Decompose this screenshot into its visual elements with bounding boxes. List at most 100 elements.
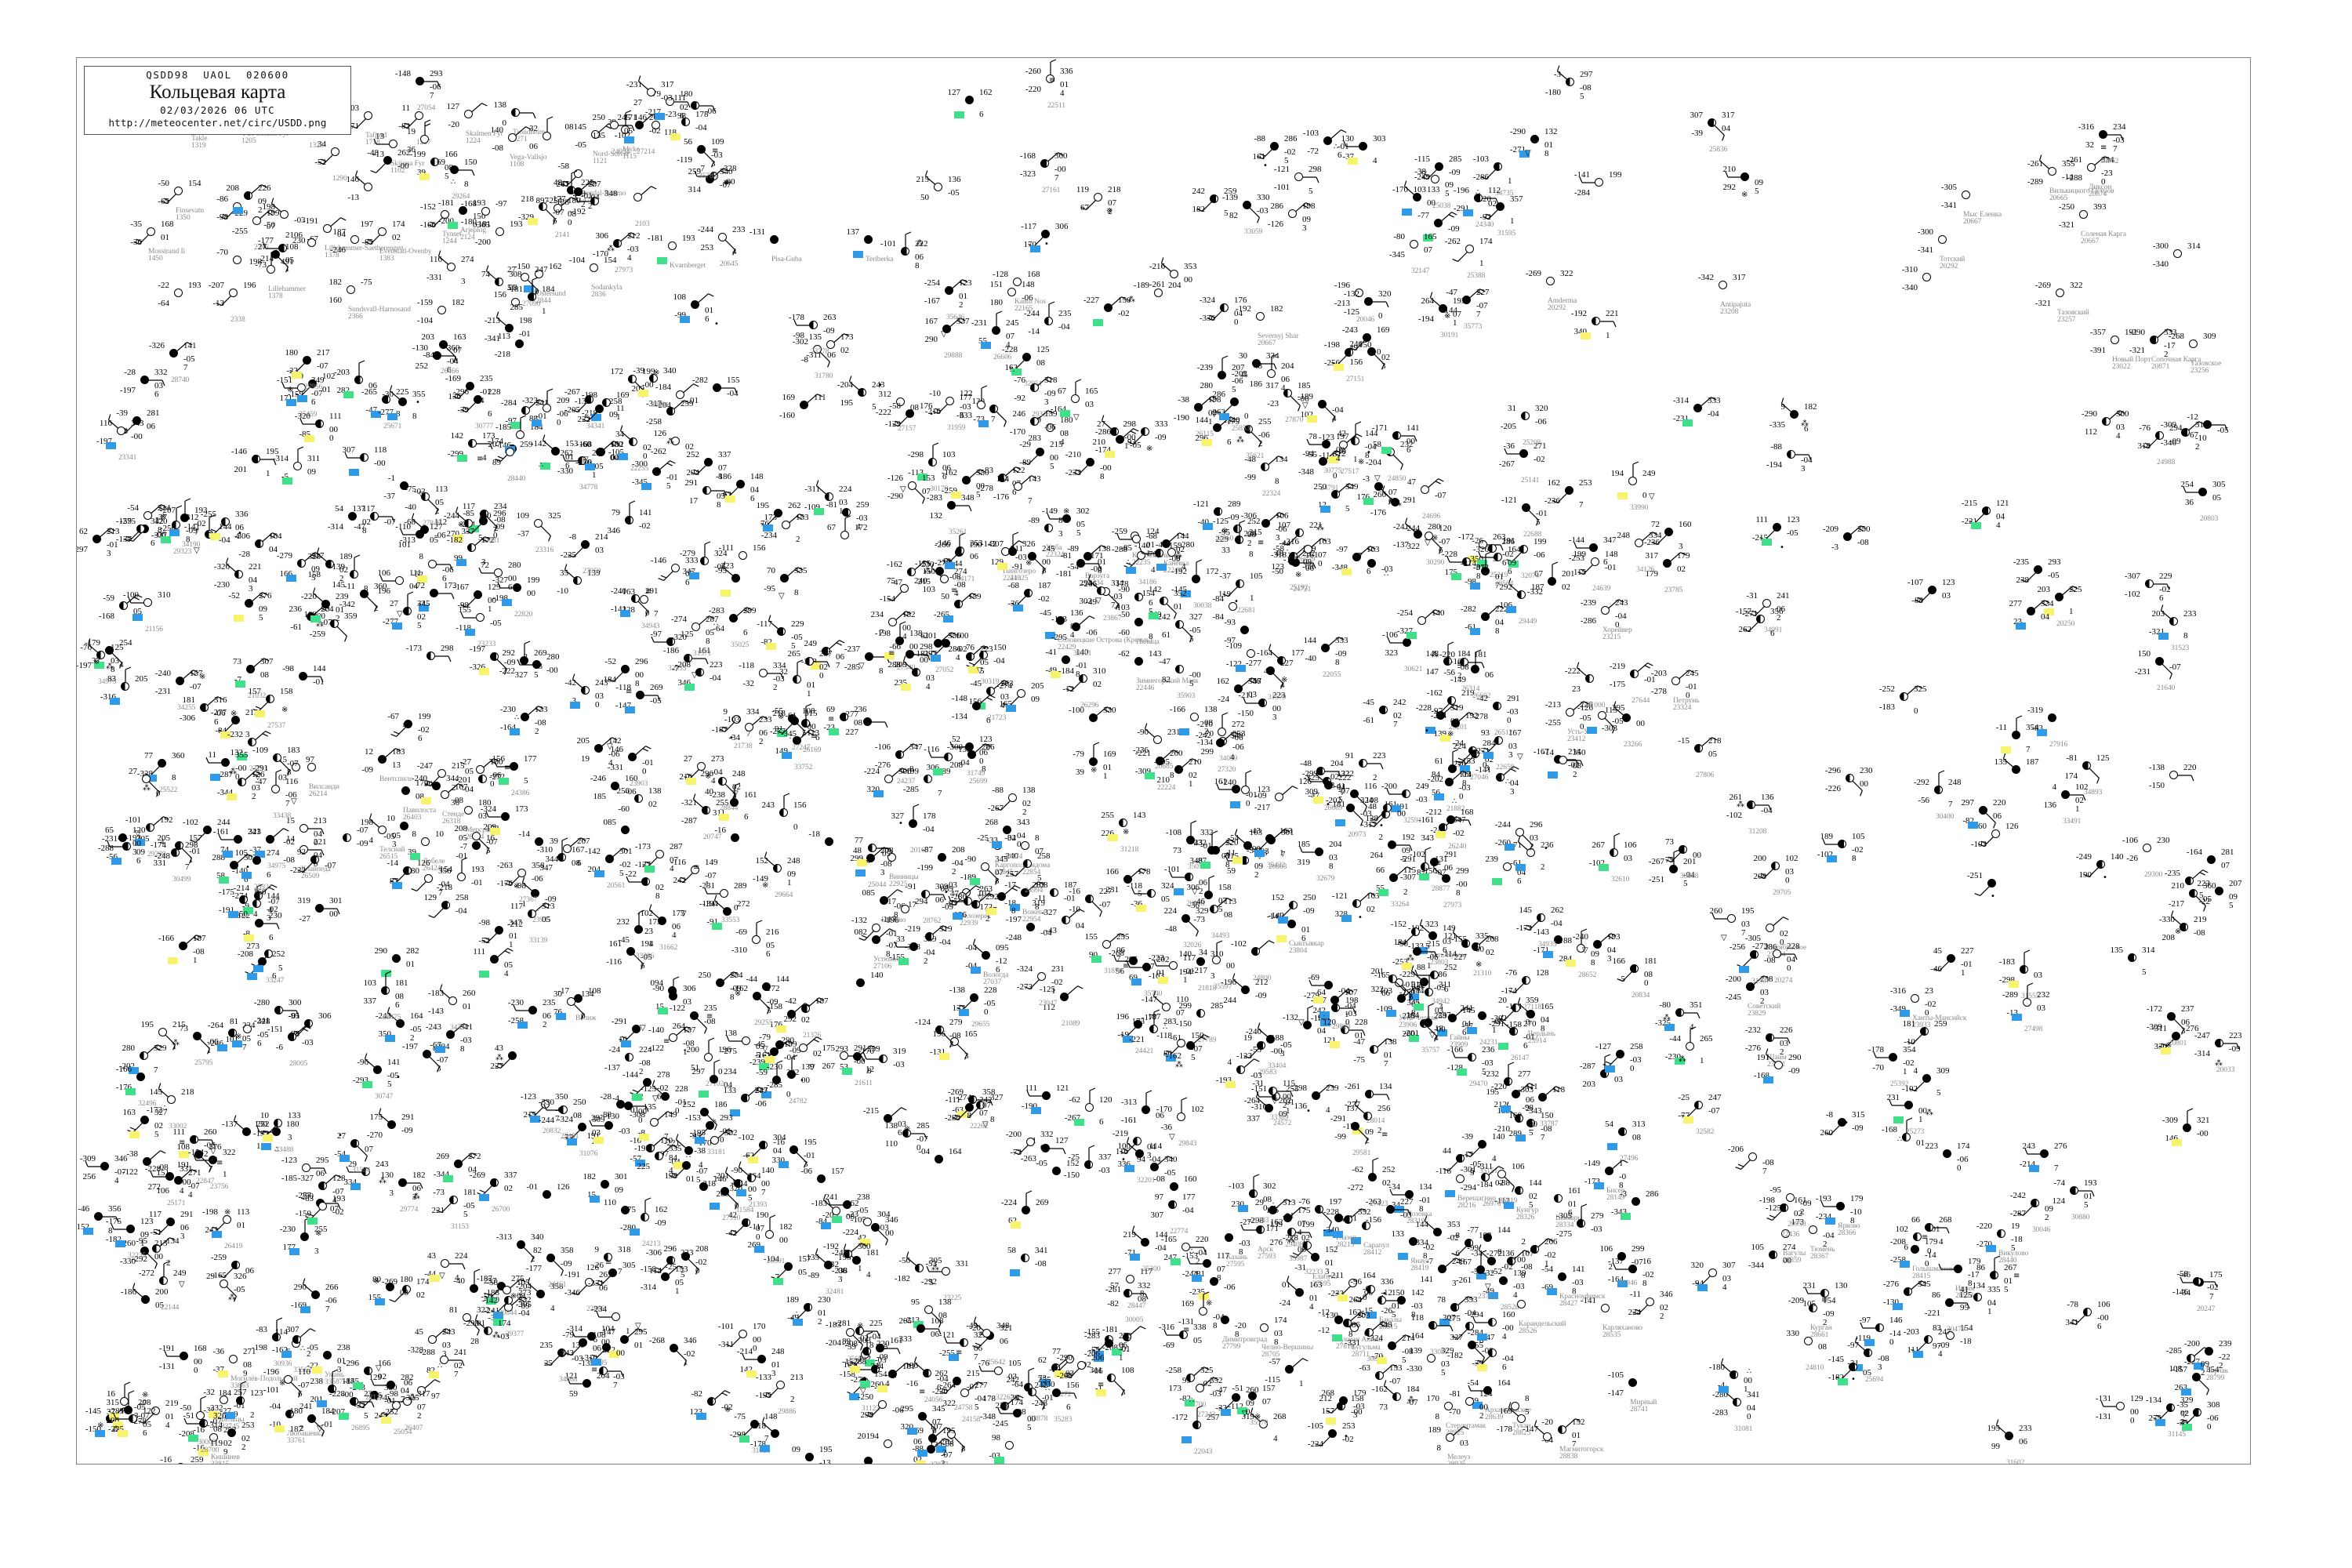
- cloud-cover-disc: [1005, 1441, 1014, 1450]
- weather-flag: [1181, 1436, 1192, 1443]
- cloud-height-code: 6: [418, 734, 423, 743]
- temperature-value: -284: [501, 398, 517, 408]
- dewpoint-value: 208: [2162, 933, 2176, 942]
- pressure-value: 108: [285, 242, 299, 252]
- cloud-cover-disc: [573, 576, 582, 585]
- dewpoint-value: -323: [1020, 169, 1036, 179]
- pressure-value: 330: [1103, 706, 1116, 715]
- pressure-value: 105: [1852, 832, 1865, 841]
- dewpoint-value: 90: [424, 779, 433, 789]
- temperature-value: 210: [1723, 165, 1737, 174]
- temperature-value: -14: [1542, 748, 1554, 757]
- cloud-cover-disc: [940, 575, 949, 583]
- cloud-cover-disc: [1924, 1335, 1933, 1344]
- weather-flag: [829, 728, 839, 735]
- dewpoint-value: 221: [432, 1206, 445, 1215]
- temperature-value: -62: [1352, 1165, 1363, 1174]
- dewpoint-value: -248: [1006, 933, 1022, 942]
- pressure-value: 333: [1708, 396, 1721, 405]
- temperature-value: -103: [1303, 129, 1319, 138]
- pressure-value: 160: [1679, 520, 1692, 529]
- pressure-value: 197: [1329, 1197, 1342, 1207]
- cloud-height-code: 3: [1121, 1388, 1126, 1397]
- temperature-value: 34: [318, 140, 326, 149]
- weather-flag: [1131, 978, 1142, 985]
- cloud-cover-disc: [1097, 586, 1105, 595]
- temperature-value: -172: [1172, 1413, 1188, 1422]
- station-id: 2245: [254, 244, 269, 252]
- temperature-value: 80: [411, 866, 419, 876]
- cloud-cover-disc: [780, 574, 789, 583]
- weather-flag: [1386, 1010, 1396, 1017]
- pressure-value: 208: [952, 845, 965, 855]
- cloud-cover-disc: [2048, 167, 2056, 176]
- temperature-value: 81: [230, 1017, 238, 1026]
- cloud-cover-disc: [490, 955, 499, 964]
- cloud-cover-disc: [252, 455, 260, 463]
- pressure-tendency: -02: [1118, 309, 1130, 318]
- cloud-cover-disc: [2116, 1402, 2125, 1410]
- pressure-value: 357: [1510, 194, 1523, 204]
- temperature-value: 20194: [858, 1432, 880, 1441]
- temperature-value: -321: [681, 798, 697, 808]
- temperature-value: -213: [1545, 700, 1561, 710]
- dewpoint-value: 36: [407, 145, 416, 154]
- cloud-height-code: 0: [979, 757, 984, 766]
- cloud-cover-disc: [641, 877, 650, 886]
- dewpoint-value: -5: [1618, 975, 1625, 984]
- cloud-cover-disc: [1104, 303, 1112, 312]
- cloud-height-code: 7: [1116, 954, 1121, 964]
- dewpoint-value: -20: [448, 120, 459, 129]
- weather-symbol: ⁂: [1175, 1061, 1183, 1069]
- dewpoint-value: -217: [2169, 899, 2184, 909]
- cloud-cover-disc: [93, 535, 101, 543]
- pressure-tendency: 00: [1693, 851, 1701, 860]
- temperature-value: -203: [1651, 669, 1667, 678]
- temperature-value: -310: [1902, 265, 1918, 274]
- station-name: Amderma: [1548, 297, 1577, 305]
- weather-symbol: ⁂: [1338, 1215, 1345, 1224]
- pressure-value: 280: [546, 652, 560, 662]
- pressure-value: 245: [1042, 544, 1055, 554]
- temperature-value: -184: [1058, 666, 1074, 676]
- cloud-cover-disc: [1693, 404, 1702, 412]
- weather-symbol: ∴: [794, 1310, 799, 1319]
- dewpoint-value: -185: [281, 1174, 297, 1183]
- temperature-value: 218: [521, 194, 535, 204]
- cloud-cover-disc: [420, 135, 429, 143]
- dewpoint-value: -160: [779, 411, 795, 420]
- dewpoint-value: -251: [1649, 875, 1664, 884]
- cloud-cover-disc: [1134, 657, 1143, 666]
- weather-symbol: ∴: [1505, 778, 1510, 786]
- temperature-value: -254: [1397, 608, 1413, 618]
- temperature-value: 200: [1754, 854, 1767, 863]
- temperature-value: -252: [1879, 684, 1895, 694]
- temperature-value: 198: [361, 818, 374, 827]
- pressure-value: 307: [260, 657, 274, 666]
- pressure-value: 310: [158, 590, 171, 600]
- dewpoint-value: 314: [688, 185, 702, 194]
- temperature-value: 73: [1665, 837, 1674, 847]
- temperature-value: -239: [1581, 598, 1596, 608]
- temperature-value: 150: [2138, 649, 2151, 659]
- pressure-value: 132: [1544, 127, 1558, 136]
- dewpoint-value: -321: [2035, 299, 2051, 308]
- cloud-height-code: 7: [1393, 720, 1398, 729]
- temperature-value: 43: [495, 1044, 503, 1053]
- pressure-tendency: 07: [267, 222, 275, 231]
- cloud-cover-disc: [1628, 1378, 1637, 1387]
- station-id: 1378: [268, 292, 283, 300]
- pressure-tendency: 02: [1093, 680, 1102, 689]
- temperature-value: -168: [461, 199, 477, 209]
- weather-flag: [1341, 568, 1352, 575]
- dewpoint-value: -200: [475, 238, 491, 247]
- pressure-value: 187: [1038, 581, 1051, 590]
- pressure-value: 238: [337, 1343, 350, 1352]
- cloud-height-code: 6: [1517, 877, 1522, 886]
- cloud-cover-disc: [805, 1453, 814, 1461]
- cloud-cover-disc: [1920, 1027, 1929, 1036]
- cloud-cover-disc: [1577, 1219, 1585, 1228]
- pressure-value: 162: [655, 1205, 668, 1214]
- cloud-height-code: 2: [241, 1443, 246, 1452]
- temperature-value: -123: [281, 1156, 297, 1165]
